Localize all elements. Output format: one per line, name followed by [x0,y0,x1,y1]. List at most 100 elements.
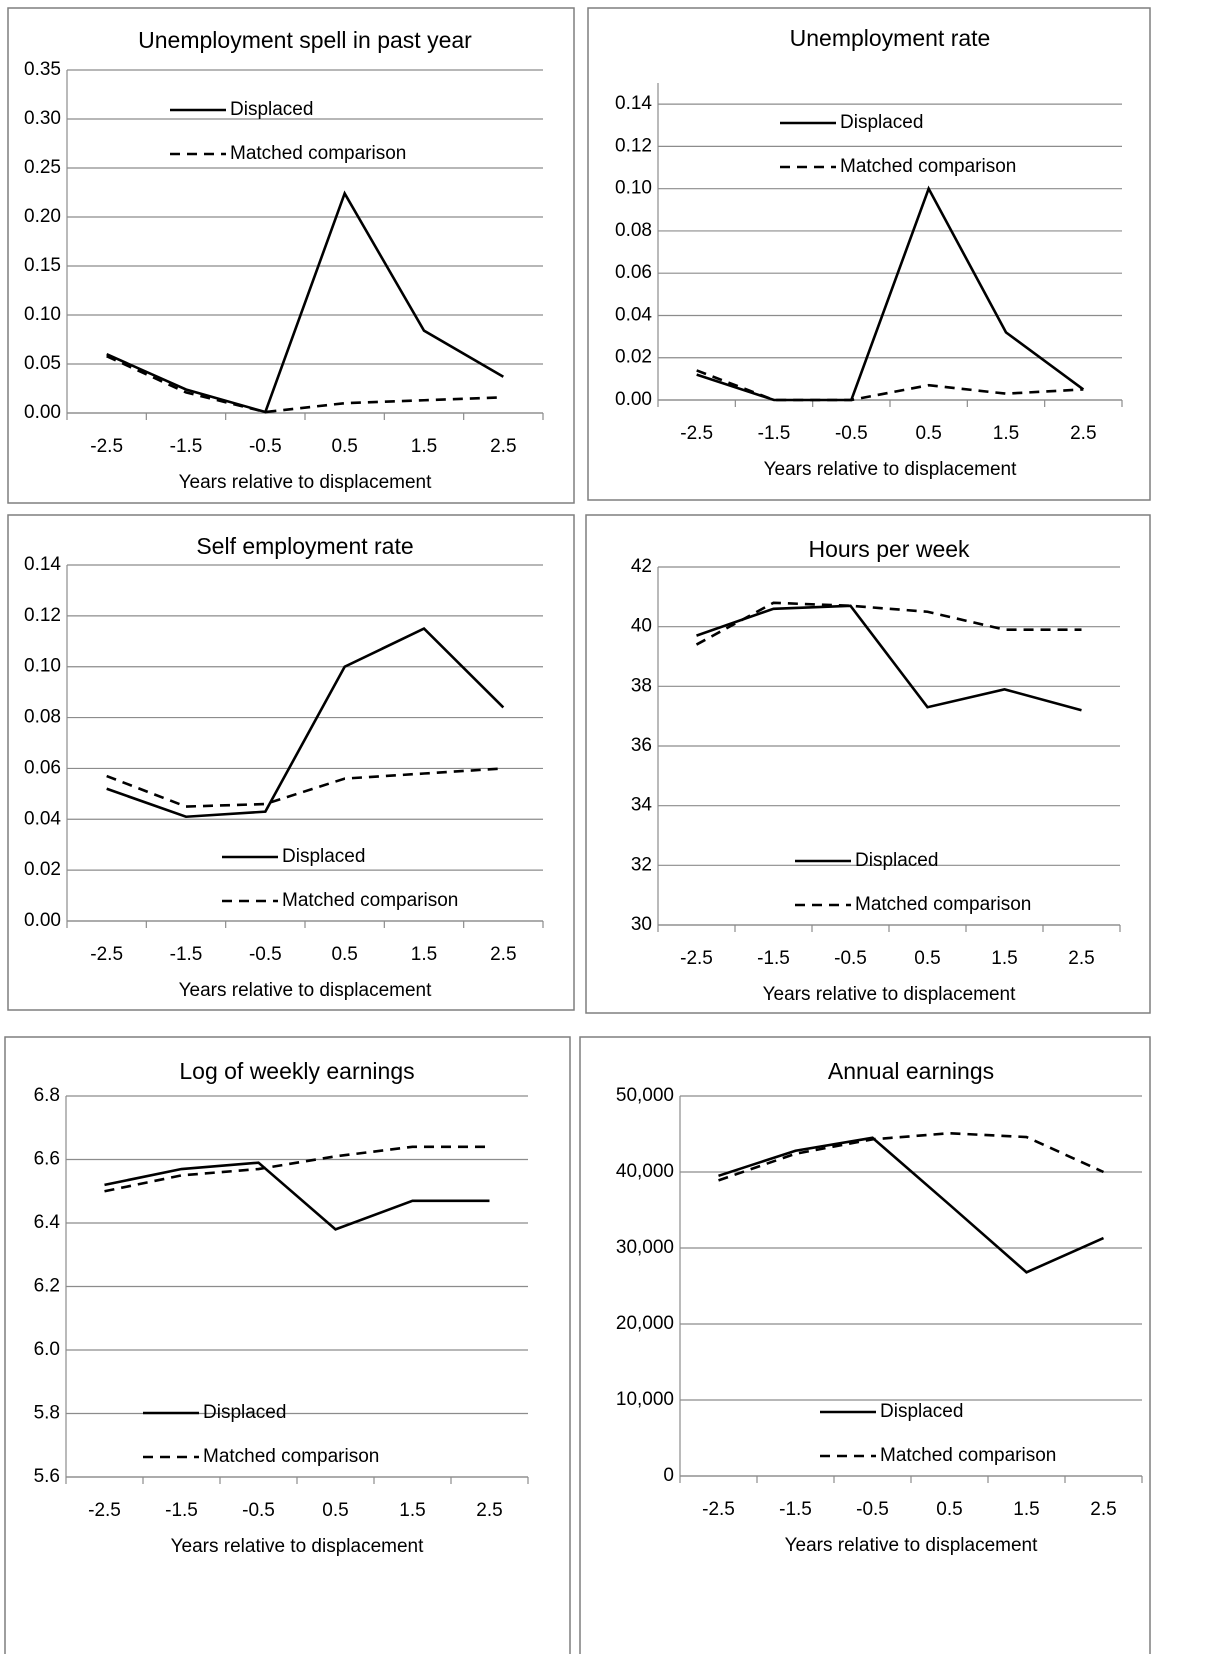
x-tick-label: -2.5 [680,423,713,444]
x-tick-label: 0.5 [331,944,357,965]
x-tick-label: -1.5 [165,1500,198,1521]
x-tick-label: -1.5 [757,948,790,969]
y-tick-label: 0.08 [24,707,61,728]
legend-label: Matched comparison [855,894,1031,915]
y-tick-label: 0.06 [24,757,61,778]
y-tick-label: 6.8 [34,1085,60,1106]
series-line [696,604,1082,712]
x-tick-label: 2.5 [490,944,516,965]
x-tick-label: 2.5 [476,1500,502,1521]
y-tick-label: 5.6 [34,1466,60,1487]
x-tick-label: 1.5 [399,1500,425,1521]
panel-border [7,7,575,504]
x-tick-label: -0.5 [834,948,867,969]
y-tick-label: 0.10 [24,656,61,677]
y-tick-label: 5.8 [34,1403,60,1424]
y-tick-label: 0.00 [24,910,61,931]
x-axis-title: Years relative to displacement [763,984,1016,1005]
chart-title: Annual earnings [828,1058,994,1084]
x-tick-label: 0.5 [936,1499,962,1520]
y-tick-label: 6.6 [34,1149,60,1170]
x-tick-label: 2.5 [490,436,516,457]
series-line [695,601,1082,646]
y-tick-label: 40 [631,616,652,637]
y-tick-label: 30,000 [616,1237,674,1258]
y-tick-label: 0.04 [615,304,652,325]
series-line [106,767,504,808]
y-tick-label: 0.15 [24,255,61,276]
series-line [104,1145,490,1193]
x-tick-label: -2.5 [88,1500,121,1521]
x-tick-label: -2.5 [90,436,123,457]
chart-title: Unemployment spell in past year [138,27,472,53]
y-tick-label: 0.00 [615,389,652,410]
y-tick-label: 0.35 [24,59,61,80]
y-tick-label: 0 [663,1465,674,1486]
x-tick-label: 1.5 [411,944,437,965]
y-tick-label: 10,000 [616,1389,674,1410]
x-axis-title: Years relative to displacement [179,980,432,1001]
series-line [104,1161,490,1231]
series-line [718,1136,1105,1274]
panel-border [4,1036,571,1654]
chart-title: Unemployment rate [790,25,991,51]
legend-label: Matched comparison [282,890,458,911]
legend-label: Matched comparison [203,1446,379,1467]
x-tick-label: 2.5 [1068,948,1094,969]
y-tick-label: 0.00 [24,402,61,423]
x-tick-label: 1.5 [411,436,437,457]
y-tick-label: 6.0 [34,1339,60,1360]
x-tick-label: -0.5 [249,436,282,457]
x-axis-title: Years relative to displacement [785,1535,1038,1556]
y-tick-label: 0.14 [615,93,652,114]
y-tick-label: 0.20 [24,206,61,227]
chart-title: Hours per week [808,536,970,562]
series-line [696,185,1085,402]
x-axis-title: Years relative to displacement [171,1536,424,1557]
x-tick-label: 1.5 [1013,1499,1039,1520]
x-tick-label: 2.5 [1090,1499,1116,1520]
x-tick-label: -1.5 [170,436,203,457]
legend-label: Displaced [840,112,923,133]
y-tick-label: 40,000 [616,1161,674,1182]
x-tick-label: -2.5 [702,1499,735,1520]
series-line [106,354,504,414]
chart-title: Log of weekly earnings [179,1058,414,1084]
x-tick-label: -1.5 [758,423,791,444]
x-tick-label: -0.5 [856,1499,889,1520]
x-tick-label: -0.5 [249,944,282,965]
panel-border [7,514,575,1011]
y-tick-label: 0.06 [615,262,652,283]
panel-border [585,514,1151,1014]
panel-border [579,1036,1151,1654]
x-axis-title: Years relative to displacement [179,472,432,493]
y-tick-label: 0.30 [24,108,61,129]
y-tick-label: 20,000 [616,1313,674,1334]
panel-border [587,7,1151,501]
x-tick-label: -1.5 [170,944,203,965]
legend-label: Displaced [880,1401,963,1422]
y-tick-label: 0.12 [24,605,61,626]
series-line [106,627,505,819]
x-tick-label: 0.5 [914,948,940,969]
chart-title: Self employment rate [196,533,413,559]
y-tick-label: 6.2 [34,1276,60,1297]
x-tick-label: -0.5 [835,423,868,444]
x-tick-label: 1.5 [991,948,1017,969]
y-tick-label: 0.10 [615,178,652,199]
y-tick-label: 30 [631,914,652,935]
y-tick-label: 38 [631,675,652,696]
x-tick-label: 0.5 [322,1500,348,1521]
x-tick-label: 1.5 [993,423,1019,444]
legend-label: Matched comparison [230,143,406,164]
y-tick-label: 0.10 [24,304,61,325]
x-axis-title: Years relative to displacement [764,459,1017,480]
x-tick-label: 0.5 [915,423,941,444]
legend-label: Displaced [203,1402,286,1423]
y-tick-label: 34 [631,795,653,816]
legend-label: Matched comparison [840,156,1016,177]
legend-label: Displaced [282,846,365,867]
y-tick-label: 0.14 [24,554,61,575]
series-line [106,190,504,414]
